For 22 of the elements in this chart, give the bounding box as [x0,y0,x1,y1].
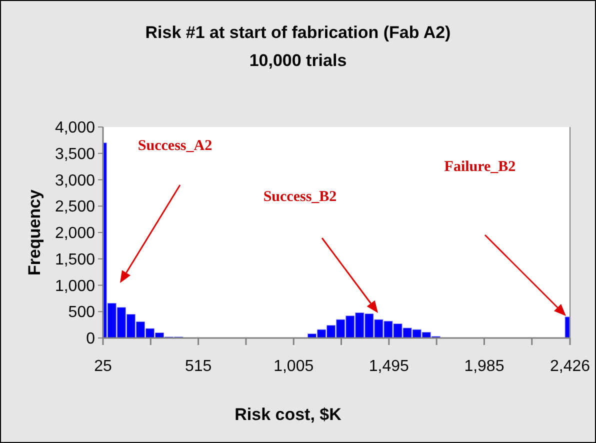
x-tick-label: 25 [94,358,112,375]
chart-title: Risk #1 at start of fabrication (Fab A2) [145,23,451,42]
x-tick-label: 1,495 [368,358,410,375]
chart-subtitle: 10,000 trials [249,51,347,70]
y-tick-label: 2,500 [54,198,96,216]
y-tick-label: 1,500 [54,251,96,268]
y-tick-label: 2,000 [54,225,96,242]
y-tick-label: 0 [86,330,96,348]
x-tick-label: 515 [184,358,212,375]
y-axis-title: Frequency [25,188,44,276]
annotation: Success_A2 [138,138,212,154]
annotation: Failure_B2 [444,159,516,175]
y-tick-label: 3,500 [54,146,96,163]
y-tick-label: 500 [68,304,96,322]
x-axis-title: Risk cost, $K [234,405,342,424]
x-tick-label: 1,985 [464,358,504,375]
annotation: Success_B2 [263,189,337,205]
x-tick-label: 1,005 [274,358,314,375]
y-tick-label: 4,000 [54,120,96,137]
y-tick-label: 1,000 [54,278,96,295]
x-tick-label: 2,426 [550,358,590,375]
y-tick-label: 3,000 [54,172,96,190]
